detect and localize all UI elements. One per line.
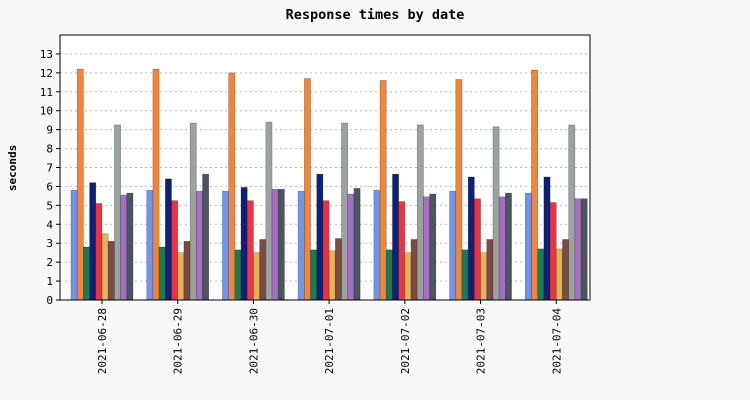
bar [335,238,342,301]
bar [246,200,254,301]
y-tick-label: 0 [46,294,53,307]
bar [416,124,424,301]
bar [271,188,279,301]
bar [259,239,267,301]
bar [83,246,90,301]
bar [297,190,305,301]
x-tick-label: 2021-07-04 [550,308,563,375]
bar [328,250,336,301]
y-tick-label: 8 [46,143,53,156]
bar [89,182,97,301]
bar [310,249,318,301]
bar [165,178,172,301]
bar [107,241,115,301]
bar [555,248,563,301]
bar [234,249,242,301]
bar [524,192,532,301]
bar [146,189,154,301]
x-tick-label: 2021-06-29 [172,308,185,374]
y-tick-label: 3 [46,237,53,250]
bar [316,173,324,301]
y-tick-label: 5 [46,199,53,212]
bar [304,78,311,301]
x-tick-label: 2021-06-30 [247,308,260,374]
bar [423,196,430,301]
bar [580,198,588,301]
bar [429,193,437,301]
bar [461,249,469,301]
y-tick-label: 12 [40,67,53,80]
bar [455,79,463,301]
bar [120,194,128,301]
bar [202,173,210,301]
bar [240,187,248,301]
x-tick-label: 2021-07-03 [475,308,488,374]
bar [322,200,330,301]
bar [568,124,576,301]
bar [114,124,121,301]
bar [392,173,399,301]
y-tick-label: 11 [40,86,53,99]
bar [183,241,191,301]
bar [76,68,84,301]
y-tick-label: 1 [46,275,53,288]
bar [574,198,582,301]
bar [70,189,78,301]
bar [228,72,236,301]
bar [126,192,134,301]
bar [385,249,393,301]
bar [480,252,488,301]
bar [474,198,481,301]
bar [549,202,557,301]
bar [379,80,387,301]
bar [101,233,109,301]
bar [373,189,381,301]
bar [410,239,418,301]
x-tick-label: 2021-06-28 [96,308,109,374]
x-tick-label: 2021-07-02 [399,308,412,374]
bar [505,192,512,301]
bar [347,193,355,301]
y-tick-label: 2 [46,256,53,269]
y-tick-label: 10 [40,105,53,118]
bar [449,190,457,301]
bar [341,122,349,301]
bar [196,190,203,301]
bar [537,248,545,301]
bars [70,68,588,301]
bar [492,126,500,301]
bar [152,68,160,301]
bar [543,176,551,301]
y-tick-label: 7 [46,162,53,175]
x-axis: 2021-06-28 2021-06-29 2021-06-30 2021-07-01… [96,300,563,374]
y-tick-label: 4 [46,218,53,231]
y-axis-label: seconds [6,145,19,191]
bar [486,239,494,301]
bar [531,69,538,301]
bar [398,201,406,301]
x-tick-label: 2021-07-01 [323,308,336,374]
chart-title: Response times by date [286,7,465,23]
bar [353,188,361,301]
bar [95,203,103,301]
bar [177,252,185,301]
bar [467,176,475,301]
bar [404,252,412,301]
bar [277,188,285,301]
bar [562,239,569,301]
y-tick-label: 6 [46,180,53,193]
y-tick-label: 13 [40,48,53,61]
bar [498,196,506,301]
bar [222,190,229,301]
bar [171,200,179,301]
bar [158,246,166,301]
bar [189,122,197,301]
bar [253,252,260,301]
bar [265,121,273,301]
y-tick-label: 9 [46,124,53,137]
